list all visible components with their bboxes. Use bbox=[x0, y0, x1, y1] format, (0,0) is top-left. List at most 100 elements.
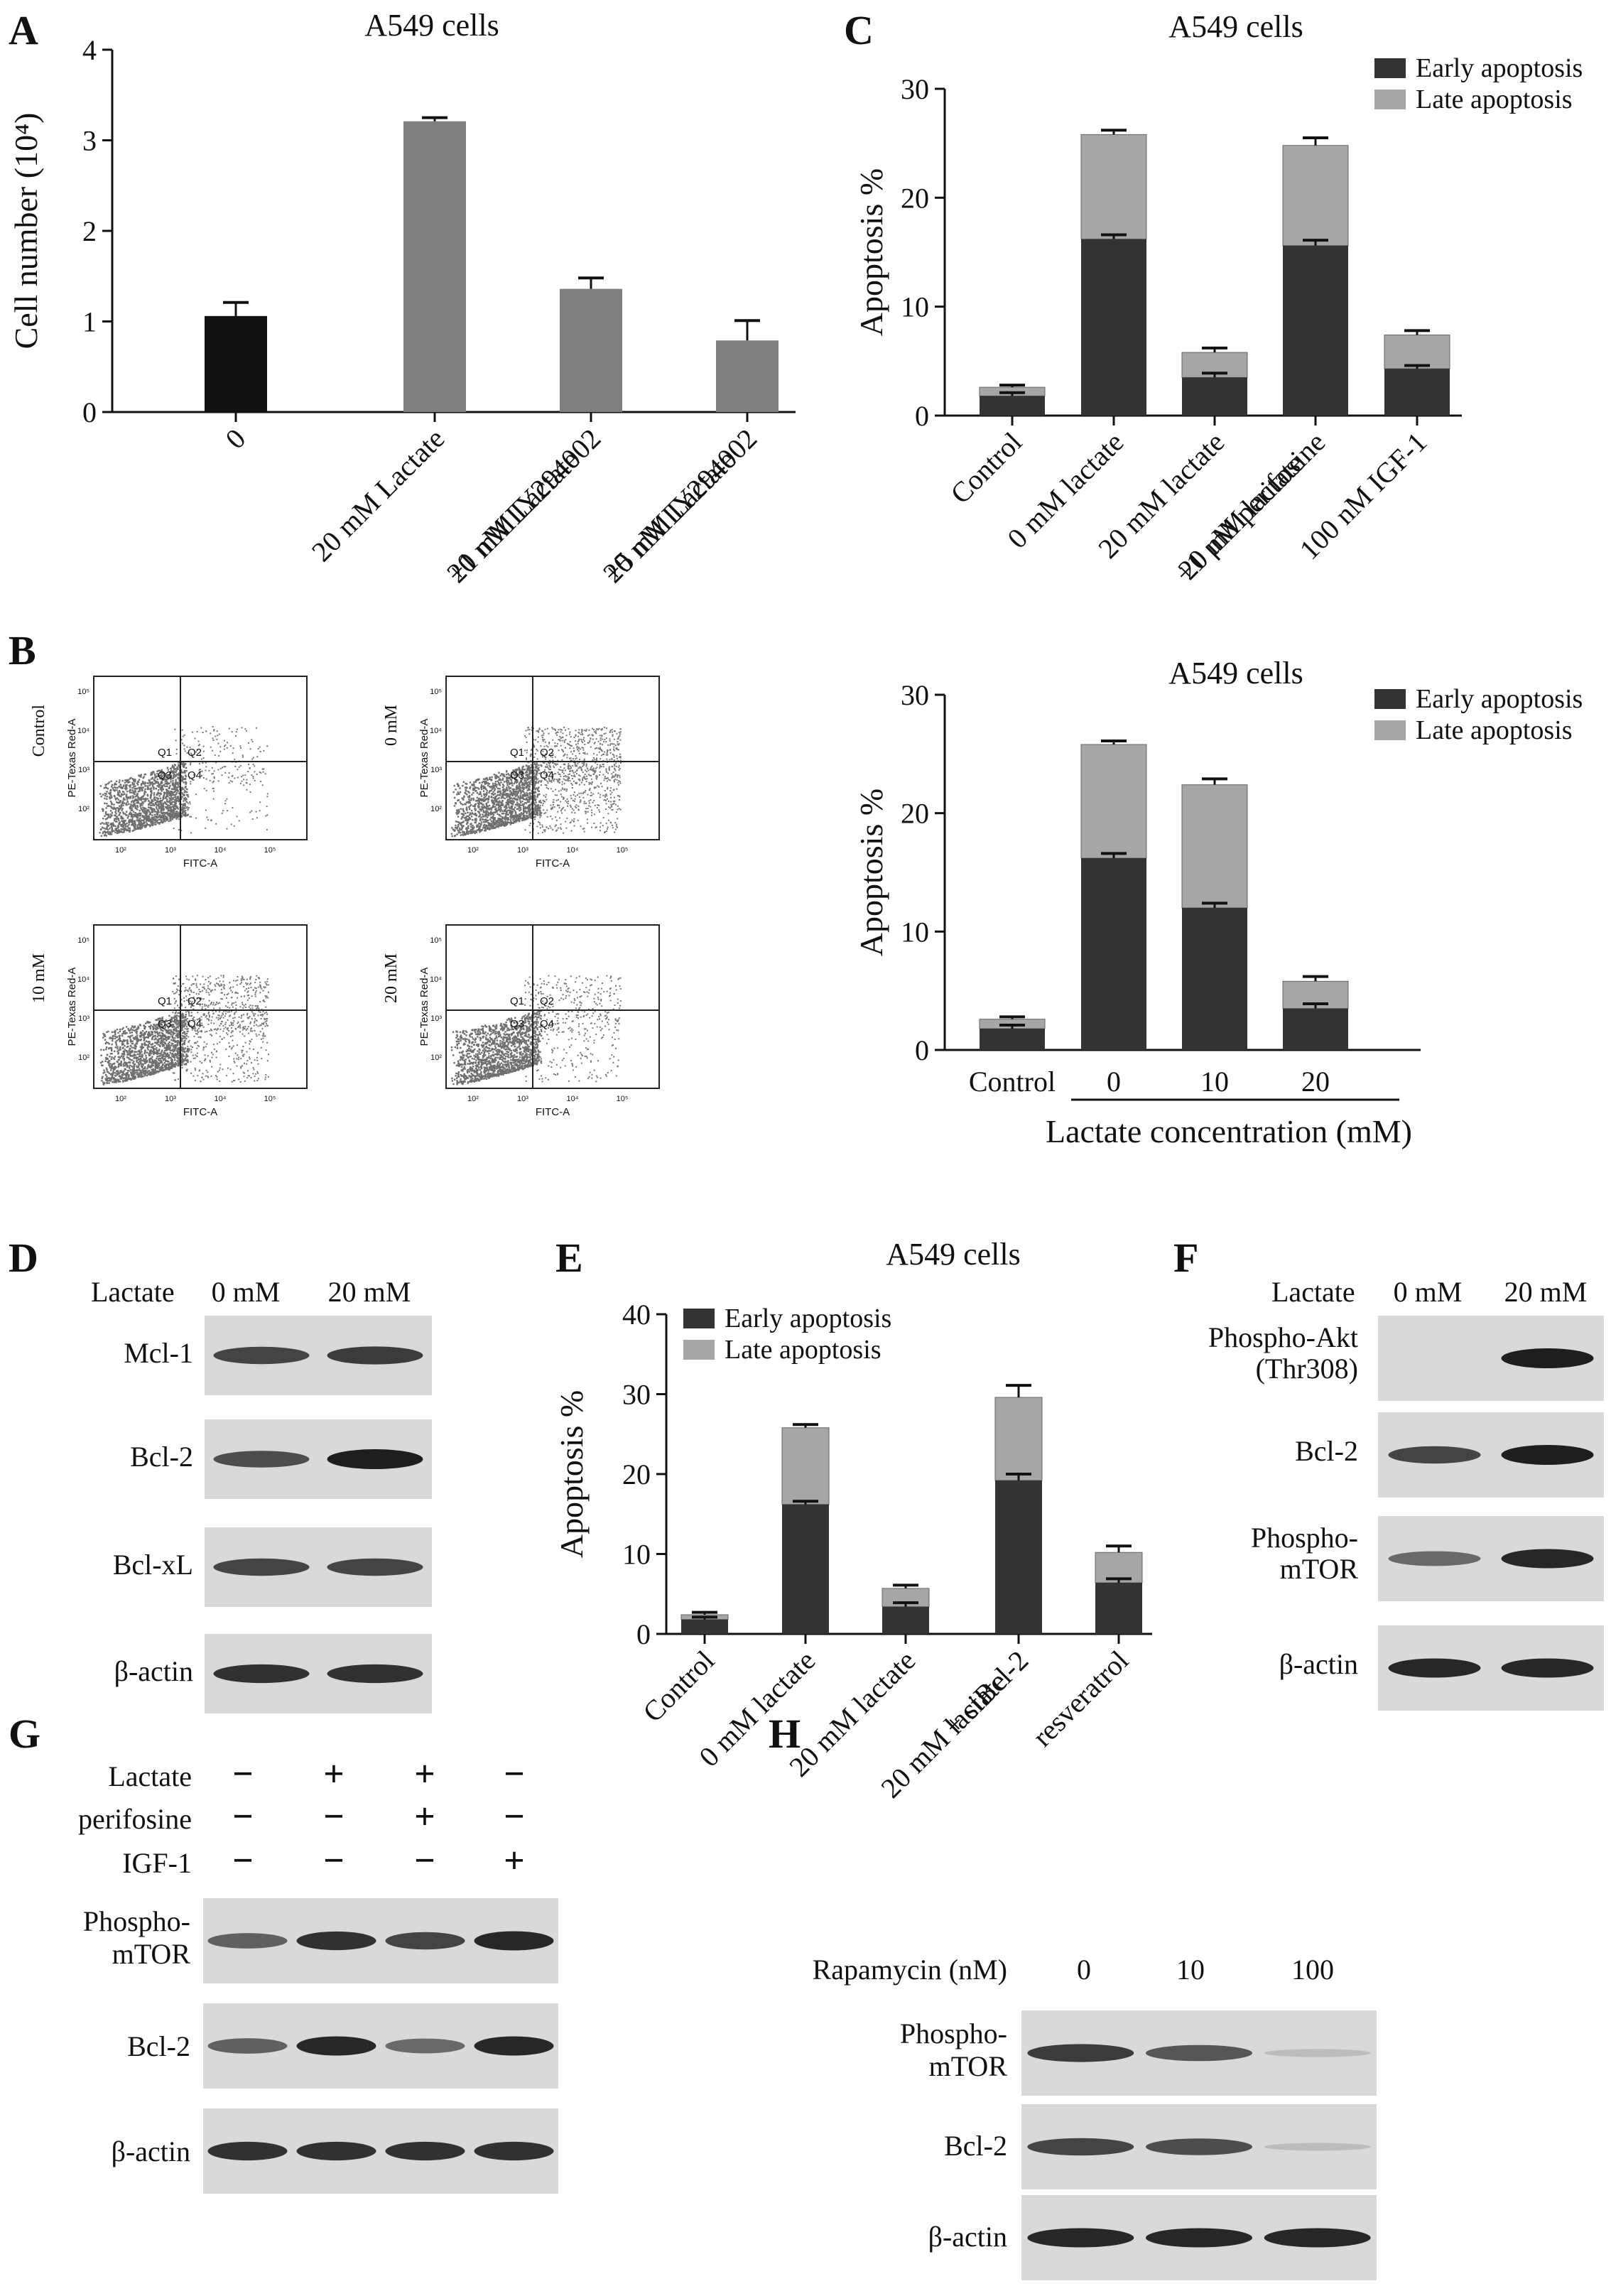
flow-dot bbox=[176, 796, 178, 797]
flow-dot bbox=[129, 820, 130, 821]
flow-dot bbox=[137, 815, 139, 816]
flow-dot bbox=[102, 794, 104, 795]
flow-dot bbox=[244, 774, 246, 776]
flow-dot bbox=[592, 794, 594, 795]
flow-dot bbox=[587, 767, 588, 769]
flow-dot bbox=[102, 810, 104, 811]
flow-dot bbox=[569, 774, 570, 775]
flow-dot bbox=[480, 810, 482, 811]
legend-label: Late apoptosis bbox=[1416, 85, 1573, 114]
flow-dot bbox=[142, 1030, 143, 1031]
flow-dot bbox=[594, 813, 595, 815]
flow-dot bbox=[543, 735, 544, 736]
flow-dot bbox=[147, 798, 148, 799]
flow-dot bbox=[587, 753, 588, 754]
flow-dot bbox=[234, 766, 236, 767]
flow-dot bbox=[141, 1049, 142, 1051]
flow-dot bbox=[109, 790, 111, 791]
flow-dot bbox=[610, 801, 612, 803]
flow-dot bbox=[511, 794, 513, 796]
flow-dot bbox=[557, 805, 558, 806]
flow-dot bbox=[568, 744, 570, 745]
flow-dot bbox=[163, 803, 164, 804]
flow-dot bbox=[528, 789, 529, 790]
bar bbox=[205, 316, 267, 412]
flow-dot bbox=[265, 816, 266, 817]
flow-dot bbox=[528, 733, 530, 735]
flow-dot bbox=[604, 832, 605, 833]
flow-dot bbox=[579, 753, 580, 754]
flow-dot bbox=[586, 771, 587, 772]
flow-dot bbox=[182, 730, 183, 731]
flow-dot bbox=[567, 779, 568, 780]
legend-label: Early apoptosis bbox=[725, 1304, 891, 1333]
flow-dot bbox=[168, 1015, 170, 1017]
flow-dot bbox=[561, 769, 563, 771]
flow-dot bbox=[126, 811, 127, 813]
flow-dot bbox=[124, 823, 126, 825]
flow-dot bbox=[138, 813, 139, 814]
flow-dot bbox=[610, 752, 612, 754]
flow-dot bbox=[178, 816, 180, 817]
flow-dot bbox=[546, 787, 548, 789]
flow-dot bbox=[555, 830, 557, 832]
flow-dot bbox=[467, 828, 469, 829]
flow-dot bbox=[535, 792, 536, 794]
panel-letter-c: C bbox=[844, 7, 874, 53]
flow-dot bbox=[138, 787, 139, 789]
flow-dot bbox=[538, 810, 539, 811]
flow-dot bbox=[242, 727, 243, 728]
flow-dot bbox=[100, 785, 102, 786]
flow-dot bbox=[580, 801, 582, 802]
flow-dot bbox=[203, 746, 205, 747]
flow-dot bbox=[561, 784, 563, 785]
flow-dot bbox=[563, 776, 565, 777]
flow-dot bbox=[555, 825, 557, 826]
flow-dot bbox=[150, 797, 151, 798]
flow-dot bbox=[564, 789, 565, 790]
flow-dot bbox=[584, 803, 585, 804]
flow-dot bbox=[148, 803, 149, 805]
flow-dot bbox=[468, 806, 470, 808]
flow-dot bbox=[212, 788, 214, 789]
y-tick-label: 3 bbox=[82, 125, 97, 157]
flow-dot bbox=[143, 786, 144, 788]
flow-dot bbox=[204, 788, 205, 789]
flow-dot bbox=[139, 797, 141, 798]
flow-dot bbox=[567, 806, 568, 807]
flow-dot bbox=[578, 793, 580, 794]
flow-dot bbox=[210, 732, 211, 734]
flow-dot bbox=[493, 817, 494, 818]
flow-dot bbox=[570, 736, 572, 737]
flow-dot bbox=[490, 786, 492, 788]
flow-dot bbox=[116, 787, 118, 789]
legend-label: Early apoptosis bbox=[1416, 684, 1583, 714]
flow-dot bbox=[456, 833, 457, 835]
flow-dot bbox=[616, 755, 617, 757]
bar-early-apoptosis bbox=[882, 1607, 929, 1634]
flow-dot bbox=[127, 817, 129, 818]
flow-dot bbox=[130, 806, 131, 807]
flow-dot bbox=[160, 798, 161, 799]
flow-dot bbox=[144, 798, 146, 800]
flow-dot bbox=[479, 793, 481, 794]
flow-dot bbox=[484, 814, 486, 816]
flow-dot bbox=[506, 802, 508, 803]
flow-dot bbox=[106, 791, 107, 792]
flow-dot bbox=[472, 806, 474, 807]
flow-dot bbox=[460, 832, 461, 833]
flow-dot bbox=[575, 807, 577, 808]
flow-dot bbox=[462, 816, 463, 818]
flow-dot bbox=[475, 781, 477, 783]
flow-dot bbox=[461, 828, 462, 829]
flow-dot bbox=[471, 816, 472, 817]
flow-dot bbox=[553, 767, 555, 768]
flow-dot bbox=[163, 1056, 165, 1057]
flow-dot bbox=[506, 779, 508, 781]
flow-dot bbox=[483, 800, 484, 801]
flow-dot bbox=[477, 787, 478, 789]
flow-dot bbox=[119, 822, 120, 823]
flow-dot bbox=[610, 797, 612, 798]
flow-dot bbox=[159, 814, 161, 816]
flow-dot bbox=[596, 767, 597, 768]
